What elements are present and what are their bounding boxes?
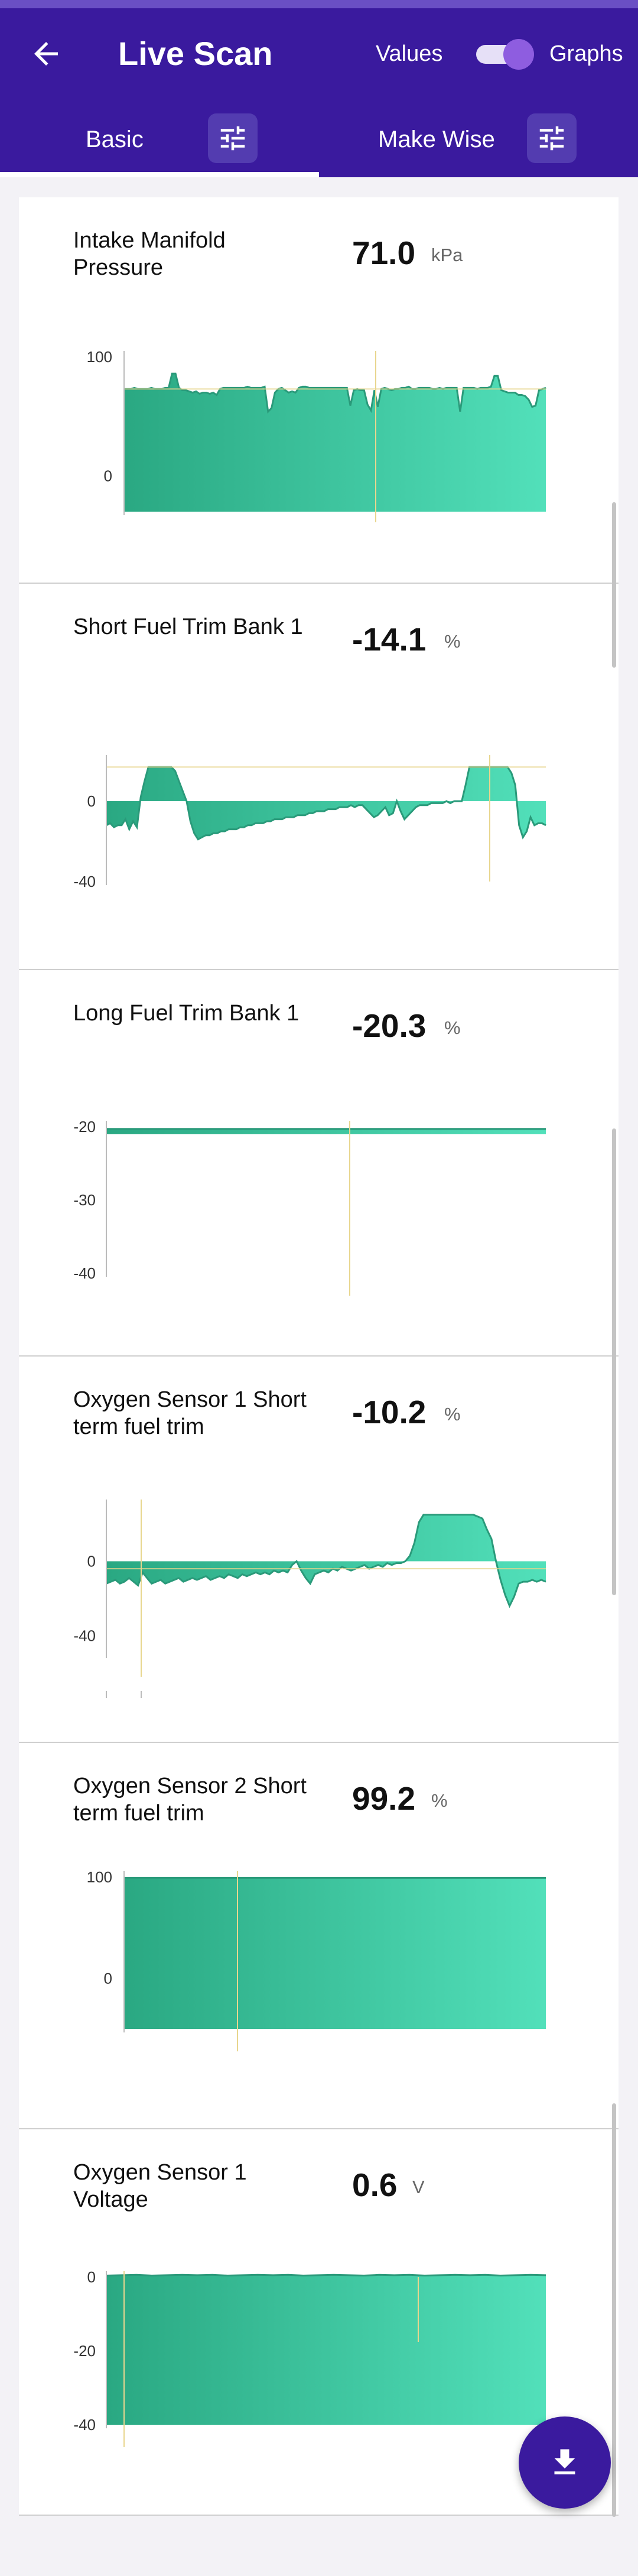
- sensor-value: -20.3: [352, 1007, 427, 1044]
- sensor-card: Intake Manifold Pressure 71.0 kPa 100 0: [19, 197, 619, 584]
- sensor-name: Short Fuel Trim Bank 1: [73, 614, 303, 639]
- scrollbar-thumb[interactable]: [612, 502, 616, 668]
- scrollbar-thumb[interactable]: [612, 1128, 616, 1595]
- make-wise-settings-button[interactable]: [527, 113, 577, 163]
- page-title: Live Scan: [118, 35, 273, 72]
- sensor-card: Short Fuel Trim Bank 1 -14.1 % 0 -40: [19, 584, 619, 970]
- y-tick-label: 0: [104, 1969, 112, 1987]
- status-strip: [0, 0, 638, 8]
- arrow-left-icon: [34, 42, 58, 66]
- y-tick-label: -20: [73, 1118, 96, 1136]
- toggle-thumb: [503, 39, 534, 70]
- sensor-unit: V: [412, 2177, 425, 2197]
- scrollbar-thumb[interactable]: [612, 2103, 616, 2517]
- sensor-value: -10.2: [352, 1394, 427, 1430]
- sensor-name: Oxygen Sensor 1 Short term fuel trim: [73, 1387, 307, 1439]
- sensor-card: Oxygen Sensor 2 Short term fuel trim 99.…: [19, 1743, 619, 2129]
- y-tick-label: 100: [87, 1868, 112, 1886]
- sensor-chart: 0 -20 -40: [73, 2268, 546, 2447]
- sensor-value: 0.6: [352, 2167, 398, 2203]
- y-tick-label: -40: [73, 1264, 96, 1282]
- y-tick-label: -40: [73, 873, 96, 890]
- tab-make-wise[interactable]: Make Wise: [319, 112, 638, 176]
- tab-indicator: [0, 172, 319, 177]
- basic-settings-button[interactable]: [208, 113, 258, 163]
- sensor-name: Intake Manifold Pressure: [73, 228, 226, 280]
- sensor-unit: %: [431, 1790, 448, 1811]
- download-icon: [554, 2449, 575, 2474]
- sensor-card: Oxygen Sensor 1 Short term fuel trim -10…: [19, 1357, 619, 1743]
- sensor-chart: 0 -40: [73, 1500, 546, 1698]
- sensor-unit: %: [444, 1017, 461, 1038]
- sensor-name: Long Fuel Trim Bank 1: [73, 1001, 300, 1026]
- graphs-label: Graphs: [549, 41, 623, 66]
- tune-icon: [220, 126, 245, 151]
- chart-area: [124, 1878, 546, 2029]
- y-tick-label: 100: [87, 348, 112, 366]
- y-tick-label: 0: [104, 467, 112, 485]
- sensor-unit: %: [444, 631, 461, 652]
- chart-line: [106, 1514, 546, 1608]
- y-tick-label: -30: [73, 1191, 96, 1209]
- tab-basic-label: Basic: [86, 126, 144, 152]
- tab-make-wise-label: Make Wise: [378, 126, 495, 152]
- values-graphs-toggle[interactable]: [476, 39, 534, 70]
- y-tick-label: -20: [73, 2342, 96, 2360]
- download-button[interactable]: [519, 2416, 611, 2509]
- sensor-chart: 100 0: [87, 348, 546, 522]
- chart-area: [106, 2275, 546, 2425]
- chart-area: [106, 767, 546, 840]
- sensor-card: Long Fuel Trim Bank 1 -20.3 % -20 -30 -40: [19, 970, 619, 1357]
- chart-line: [124, 372, 546, 414]
- y-tick-label: -40: [73, 2416, 96, 2434]
- sensor-name: Oxygen Sensor 2 Short term fuel trim: [73, 1774, 307, 1826]
- tab-basic[interactable]: Basic: [0, 112, 319, 176]
- sensor-chart: 0 -40: [73, 755, 546, 890]
- y-tick-label: 0: [87, 2268, 96, 2286]
- sensor-unit: %: [444, 1404, 461, 1424]
- y-tick-label: 0: [87, 1553, 96, 1570]
- sensor-value: -14.1: [352, 621, 427, 658]
- chart-area: [106, 1128, 546, 1134]
- chart-area: [124, 373, 546, 512]
- app-bar: Live Scan Values Graphs Basic Make Wise: [0, 0, 638, 177]
- back-button[interactable]: [25, 32, 67, 75]
- tune-icon: [539, 126, 564, 151]
- sensor-name: Oxygen Sensor 1 Voltage: [73, 2160, 247, 2212]
- values-label: Values: [376, 41, 443, 66]
- chart-area: [106, 1514, 546, 1606]
- sensor-chart: 100 0: [87, 1868, 546, 2051]
- sensor-card: Oxygen Sensor 1 Voltage 0.6 V 0 -20 -40: [19, 2129, 619, 2516]
- sensor-chart: -20 -30 -40: [73, 1118, 546, 1296]
- sensor-value: 99.2: [352, 1780, 416, 1817]
- y-tick-label: -40: [73, 1627, 96, 1645]
- y-tick-label: 0: [87, 792, 96, 810]
- sensor-value: 71.0: [352, 235, 416, 271]
- sensor-unit: kPa: [431, 245, 463, 265]
